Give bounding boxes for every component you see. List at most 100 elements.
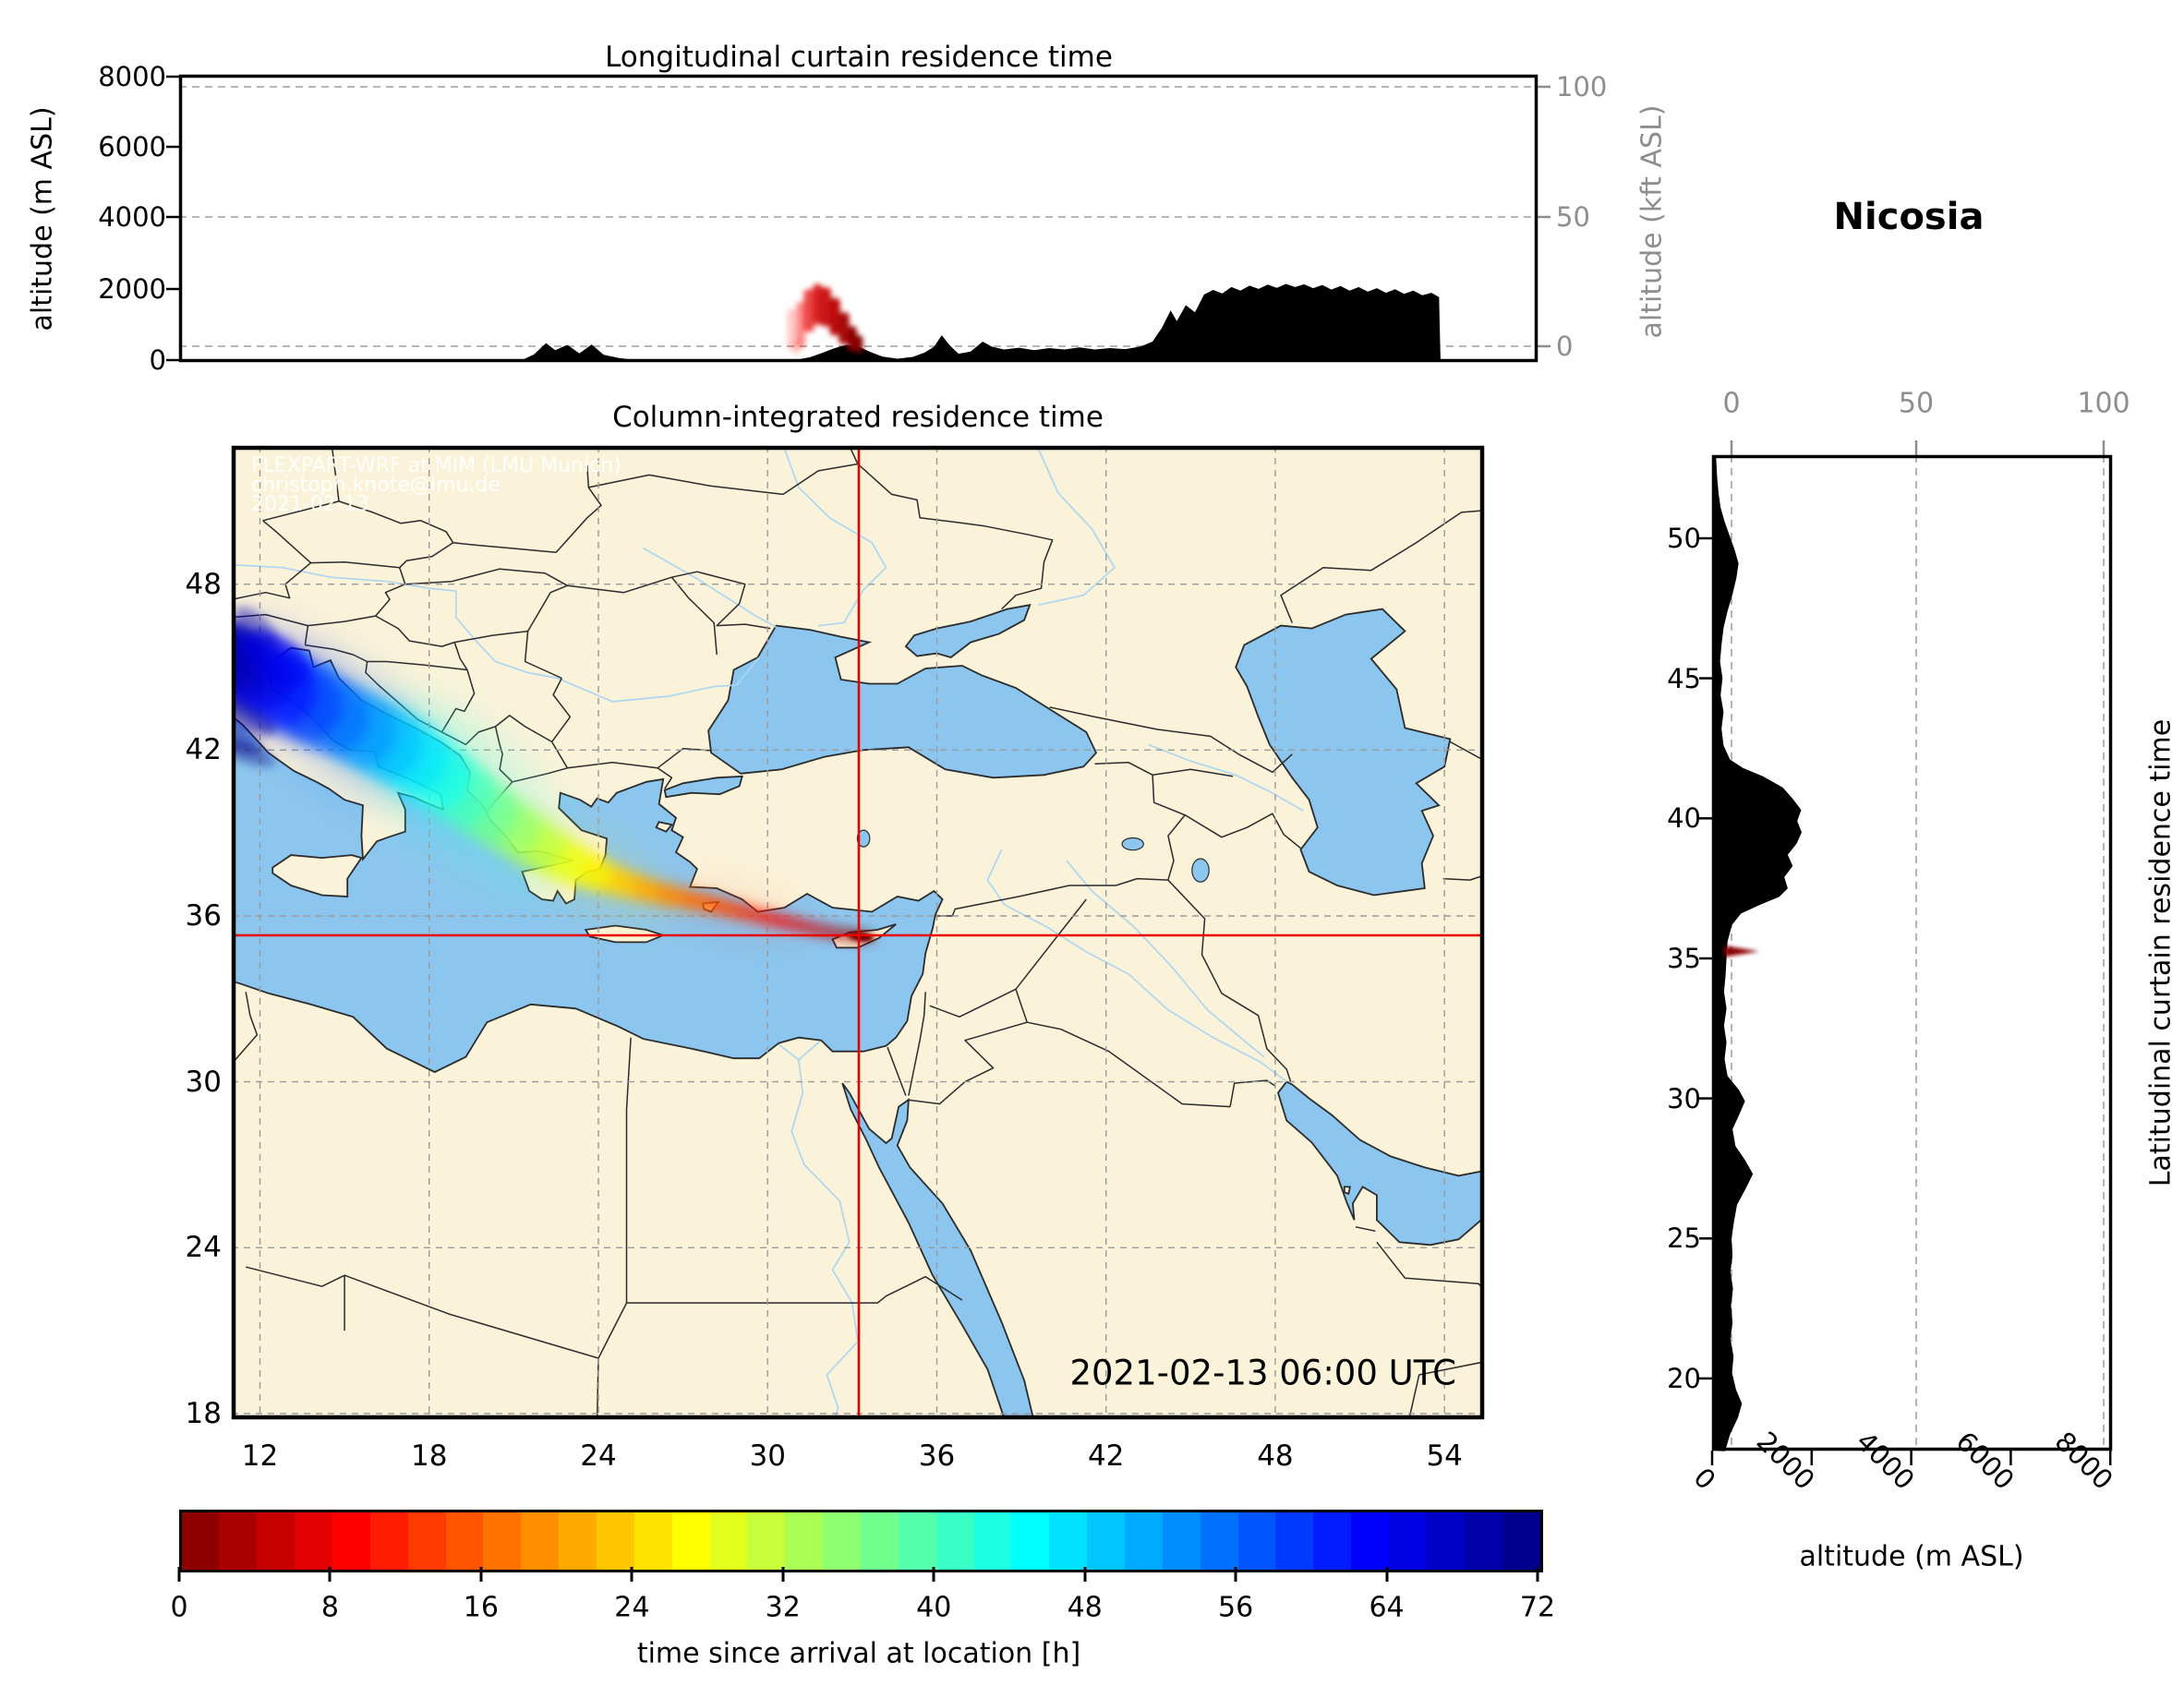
colorbar-segment: [1275, 1512, 1315, 1570]
latitudinal-terrain: [1712, 455, 1802, 1451]
longitudinal-plume: [787, 283, 863, 355]
longitudinal-ytick-right: 0: [1556, 331, 1574, 362]
colorbar-segment: [785, 1512, 825, 1570]
map-lat-tick: 42: [185, 733, 222, 767]
colorbar-segment: [935, 1512, 975, 1570]
colorbar-segment: [973, 1512, 1013, 1570]
map-lat-tick: 24: [185, 1231, 222, 1265]
latitudinal-lat-tick: 40: [1667, 802, 1701, 835]
timestamp-label: 2021-02-13 06:00 UTC: [1069, 1353, 1456, 1393]
longitudinal-ytick-right: 100: [1556, 71, 1608, 102]
colorbar-segment: [1351, 1512, 1391, 1570]
colorbar-segment: [257, 1512, 296, 1570]
colorbar-segment: [898, 1512, 937, 1570]
colorbar-tick-mark: [1385, 1567, 1389, 1582]
colorbar: [179, 1510, 1543, 1572]
colorbar-tick-label: 72: [1519, 1591, 1556, 1624]
latitudinal-alt-tick: 0: [1686, 1461, 1721, 1497]
colorbar-segment: [1011, 1512, 1051, 1570]
colorbar-segment: [1426, 1512, 1466, 1570]
latitudinal-frame: [1711, 454, 2113, 1451]
longitudinal-panel-title: Longitudinal curtain residence time: [605, 41, 1113, 74]
colorbar-segment: [1313, 1512, 1353, 1570]
latitudinal-kft-tick: 0: [1722, 387, 1741, 420]
latitudinal-kft-tick: 50: [1898, 387, 1935, 420]
latitudinal-curtain-plot: [1699, 440, 2113, 1465]
latitudinal-lat-tick: 25: [1667, 1222, 1701, 1255]
colorbar-segment: [1389, 1512, 1428, 1570]
latitudinal-lat-tick: 35: [1667, 942, 1701, 974]
receptor-crosshair: [232, 446, 1484, 1419]
colorbar-segment: [709, 1512, 749, 1570]
map-lat-tick: 36: [185, 898, 222, 933]
colorbar-tick-label: 56: [1218, 1591, 1254, 1624]
station-title: Nicosia: [1833, 196, 1985, 238]
plume-streaks: [232, 607, 309, 767]
colorbar-segment: [1162, 1512, 1201, 1570]
map-lon-tick: 24: [580, 1439, 617, 1473]
map-plot: [231, 445, 1485, 1420]
map-lon-tick: 48: [1257, 1439, 1294, 1473]
map-borders: [232, 446, 1484, 1419]
map-lon-tick: 42: [1087, 1439, 1125, 1473]
colorbar-segment: [1087, 1512, 1127, 1570]
longitudinal-ylabel-right: altitude (kft ASL): [1635, 104, 1669, 339]
map-lon-tick: 30: [749, 1439, 786, 1473]
map-panel-title: Column-integrated residence time: [612, 401, 1104, 434]
longitudinal-ytick-left: 8000: [98, 61, 166, 92]
colorbar-segment: [332, 1512, 371, 1570]
colorbar-tick-label: 48: [1067, 1591, 1103, 1624]
colorbar-tick-mark: [1536, 1567, 1539, 1582]
map-content: [232, 446, 1484, 1419]
colorbar-segment: [633, 1512, 673, 1570]
colorbar-segment: [369, 1512, 409, 1570]
longitudinal-curtain-plot: [166, 74, 1551, 363]
longitudinal-ytick-left: 2000: [98, 273, 166, 305]
colorbar-tick-mark: [1083, 1567, 1087, 1582]
colorbar-label: time since arrival at location [h]: [636, 1637, 1081, 1670]
colorbar-tick-mark: [932, 1567, 935, 1582]
colorbar-tick-mark: [479, 1567, 483, 1582]
colorbar-tick-label: 32: [765, 1591, 801, 1624]
colorbar-segment: [823, 1512, 862, 1570]
longitudinal-terrain: [179, 283, 1538, 362]
latitudinal-xlabel: altitude (m ASL): [1799, 1540, 2024, 1573]
longitudinal-ytick-left: 0: [149, 344, 166, 376]
longitudinal-ytick-left: 6000: [98, 131, 166, 163]
colorbar-segment: [407, 1512, 447, 1570]
colorbar-segment: [747, 1512, 787, 1570]
colorbar-tick-mark: [328, 1567, 332, 1582]
colorbar-tick-mark: [781, 1567, 785, 1582]
latitudinal-lat-tick: 50: [1667, 523, 1701, 554]
colorbar-tick-mark: [630, 1567, 633, 1582]
colorbar-tick-mark: [1234, 1567, 1237, 1582]
colorbar-segment: [219, 1512, 259, 1570]
latitudinal-label-right: Latitudinal curtain residence time: [2144, 718, 2178, 1187]
colorbar-segment: [1502, 1512, 1540, 1570]
colorbar-segment: [1200, 1512, 1239, 1570]
colorbar-tick-mark: [177, 1567, 181, 1582]
colorbar-segment: [1125, 1512, 1164, 1570]
colorbar-tick-label: 0: [170, 1591, 188, 1624]
colorbar-segment: [483, 1512, 523, 1570]
colorbar-segment: [861, 1512, 899, 1570]
colorbar-segment: [295, 1512, 333, 1570]
longitudinal-ylabel-left: altitude (m ASL): [26, 106, 59, 331]
latitudinal-plume: [1724, 945, 1760, 957]
colorbar-segment: [559, 1512, 597, 1570]
colorbar-segment: [182, 1512, 221, 1570]
latitudinal-lat-tick: 45: [1667, 662, 1701, 694]
map-lakes: [856, 829, 1210, 883]
watermark-line1: FLEXPART-WRF at MIM (LMU Munich): [251, 454, 621, 477]
colorbar-segment: [1464, 1512, 1503, 1570]
map-lat-tick: 30: [185, 1065, 222, 1099]
watermark-line3: 2021-02-13: [251, 493, 369, 516]
watermark-line2: christoph.knote@lmu.de: [251, 474, 501, 497]
map-rivers: [232, 448, 1304, 1419]
colorbar-tick-label: 64: [1369, 1591, 1405, 1624]
colorbar-segment: [1237, 1512, 1277, 1570]
colorbar-segment: [671, 1512, 711, 1570]
latitudinal-kft-tick: 100: [2077, 387, 2130, 420]
colorbar-tick-label: 16: [463, 1591, 499, 1624]
plume-core: [232, 618, 875, 941]
